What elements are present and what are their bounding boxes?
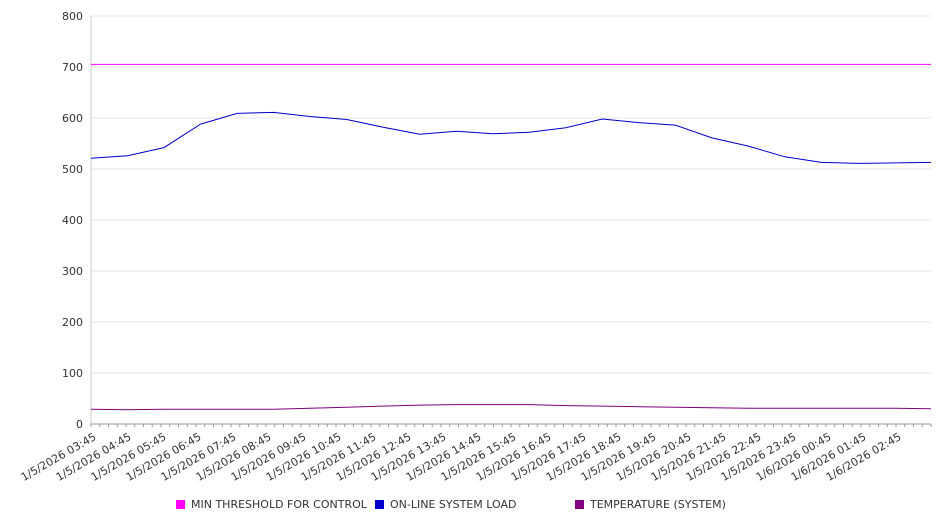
y-tick-label: 200: [62, 316, 83, 329]
y-tick-label: 0: [76, 418, 83, 431]
y-tick-label: 700: [62, 61, 83, 74]
legend-item-min-threshold[interactable]: MIN THRESHOLD FOR CONTROL: [176, 498, 367, 511]
y-tick-label: 800: [62, 10, 83, 23]
y-tick-label: 600: [62, 112, 83, 125]
y-tick-label: 400: [62, 214, 83, 227]
series-line-2: [90, 404, 932, 411]
legend-label-temperature: TEMPERATURE (SYSTEM): [590, 498, 726, 511]
y-tick-label: 500: [62, 163, 83, 176]
legend-label-min-threshold: MIN THRESHOLD FOR CONTROL: [191, 498, 367, 511]
y-tick-label: 100: [62, 367, 83, 380]
chart-legend: MIN THRESHOLD FOR CONTROL ON-LINE SYSTEM…: [0, 498, 946, 514]
series-layer: [90, 63, 932, 411]
legend-label-system-load: ON-LINE SYSTEM LOAD: [390, 498, 517, 511]
legend-swatch-system-load: [375, 500, 384, 509]
series-line-1: [90, 111, 932, 164]
y-tick-label: 300: [62, 265, 83, 278]
legend-swatch-temperature: [575, 500, 584, 509]
grid-layer: [91, 15, 931, 425]
legend-item-temperature[interactable]: TEMPERATURE (SYSTEM): [575, 498, 726, 511]
legend-item-system-load[interactable]: ON-LINE SYSTEM LOAD: [375, 498, 516, 511]
legend-swatch-min-threshold: [176, 500, 185, 509]
